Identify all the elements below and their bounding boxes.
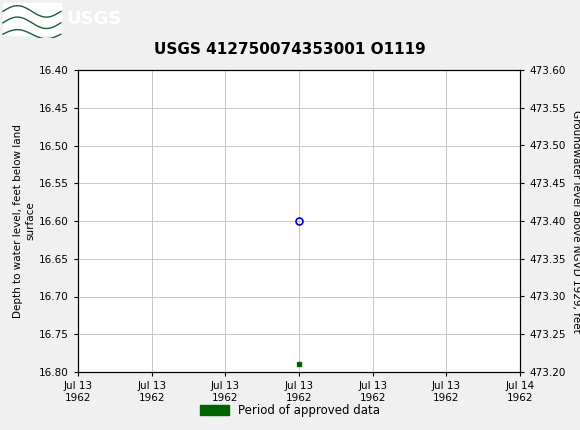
Legend: Period of approved data: Period of approved data xyxy=(195,399,385,422)
FancyBboxPatch shape xyxy=(3,3,61,35)
Y-axis label: Groundwater level above NGVD 1929, feet: Groundwater level above NGVD 1929, feet xyxy=(571,110,580,332)
Text: USGS: USGS xyxy=(67,10,122,28)
Text: USGS 412750074353001 O1119: USGS 412750074353001 O1119 xyxy=(154,42,426,57)
Y-axis label: Depth to water level, feet below land
surface: Depth to water level, feet below land su… xyxy=(13,124,35,318)
